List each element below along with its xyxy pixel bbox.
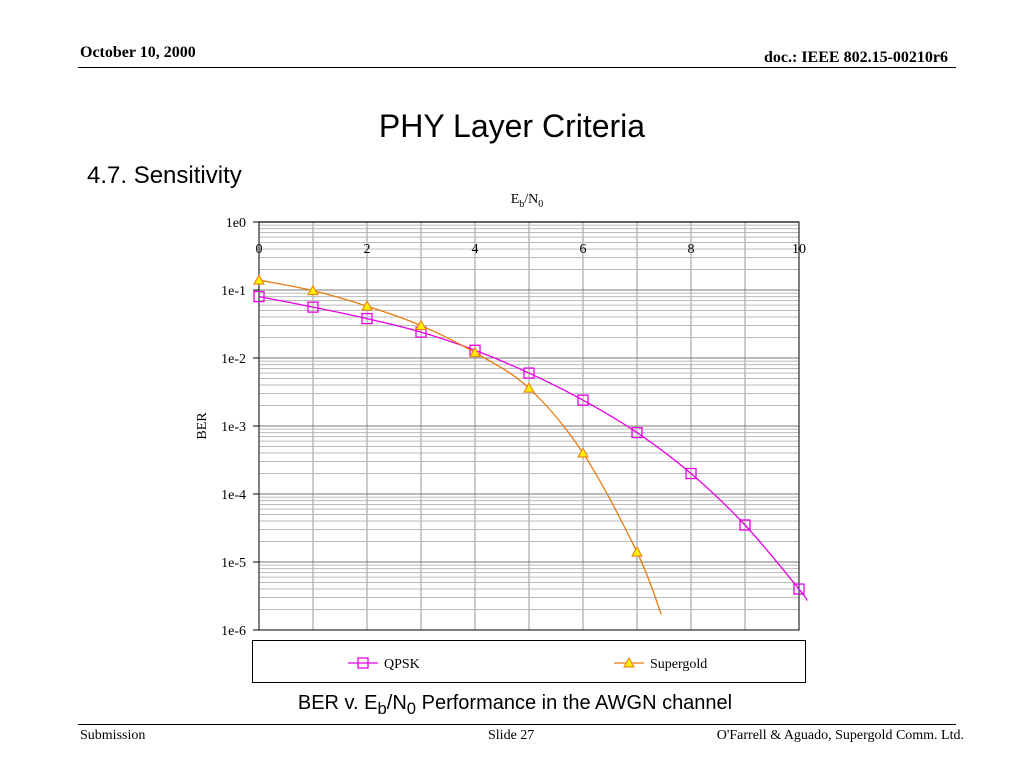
footer-rule xyxy=(78,724,956,725)
y-tick-label: 1e-3 xyxy=(221,420,246,435)
legend-marker-supergold xyxy=(623,656,635,668)
caption-part: Performance in the AWGN channel xyxy=(416,692,733,714)
data-point-qpsk xyxy=(523,367,535,379)
x-tick-label: 0 xyxy=(256,242,263,257)
x-tick-label: 6 xyxy=(580,242,587,257)
data-point-qpsk xyxy=(307,301,319,313)
x-axis-label-part: /N xyxy=(524,192,538,207)
footer-slide-number: Slide 27 xyxy=(488,728,535,743)
data-point-qpsk xyxy=(793,583,805,595)
x-tick-label: 8 xyxy=(688,242,695,257)
footer-authors: O'Farrell & Aguado, Supergold Comm. Ltd. xyxy=(716,728,964,743)
data-point-supergold xyxy=(415,319,427,331)
header-rule xyxy=(78,67,956,68)
caption-part: /N xyxy=(386,692,407,714)
header-doc-id: doc.: IEEE 802.15-00210r6 xyxy=(764,49,948,66)
header-date: October 10, 2000 xyxy=(80,44,196,61)
footer-submission: Submission xyxy=(80,728,146,743)
x-tick-label: 4 xyxy=(472,242,479,257)
x-axis-label-part: E xyxy=(511,192,520,207)
data-point-supergold xyxy=(523,382,535,393)
y-tick-label: 1e-6 xyxy=(221,624,246,639)
x-tick-label: 10 xyxy=(792,242,806,257)
slide-subtitle: 4.7. Sensitivity xyxy=(87,162,242,189)
legend-label-supergold: Supergold xyxy=(650,657,707,672)
data-point-supergold xyxy=(253,274,265,285)
data-point-supergold xyxy=(631,546,643,557)
data-point-qpsk xyxy=(577,394,589,406)
data-point-qpsk xyxy=(739,519,751,531)
legend-label-qpsk: QPSK xyxy=(384,657,420,672)
data-point-qpsk xyxy=(685,467,697,480)
figure-caption: BER v. Eb/N0 Performance in the AWGN cha… xyxy=(0,692,1024,719)
y-tick-label: 1e-1 xyxy=(221,284,246,299)
caption-sub-b: b xyxy=(377,699,387,718)
data-point-qpsk xyxy=(253,290,265,303)
y-tick-label: 1e0 xyxy=(226,216,246,231)
caption-part: BER v. E xyxy=(297,692,378,714)
slide-title: PHY Layer Criteria xyxy=(378,108,646,144)
x-axis-label-part: b xyxy=(519,199,524,210)
data-point-supergold xyxy=(307,284,319,296)
chart-legend xyxy=(252,640,806,683)
x-axis-label-part: 0 xyxy=(538,199,543,210)
data-point-supergold xyxy=(469,346,481,358)
x-tick-label: 2 xyxy=(364,242,371,257)
series-line-supergold xyxy=(258,279,662,615)
x-axis-label: Eb/N0 xyxy=(511,192,544,210)
y-tick-label: 1e-5 xyxy=(221,556,246,571)
y-axis-label: BER xyxy=(195,412,210,440)
data-point-supergold xyxy=(577,447,589,458)
data-point-qpsk xyxy=(631,426,643,439)
series-line-qpsk xyxy=(258,295,808,601)
data-point-supergold xyxy=(361,300,373,311)
data-point-qpsk xyxy=(361,312,373,325)
legend-marker-qpsk xyxy=(357,657,369,669)
caption-sub-0: 0 xyxy=(406,699,417,718)
y-tick-label: 1e-4 xyxy=(221,488,246,503)
y-tick-label: 1e-2 xyxy=(221,352,246,367)
